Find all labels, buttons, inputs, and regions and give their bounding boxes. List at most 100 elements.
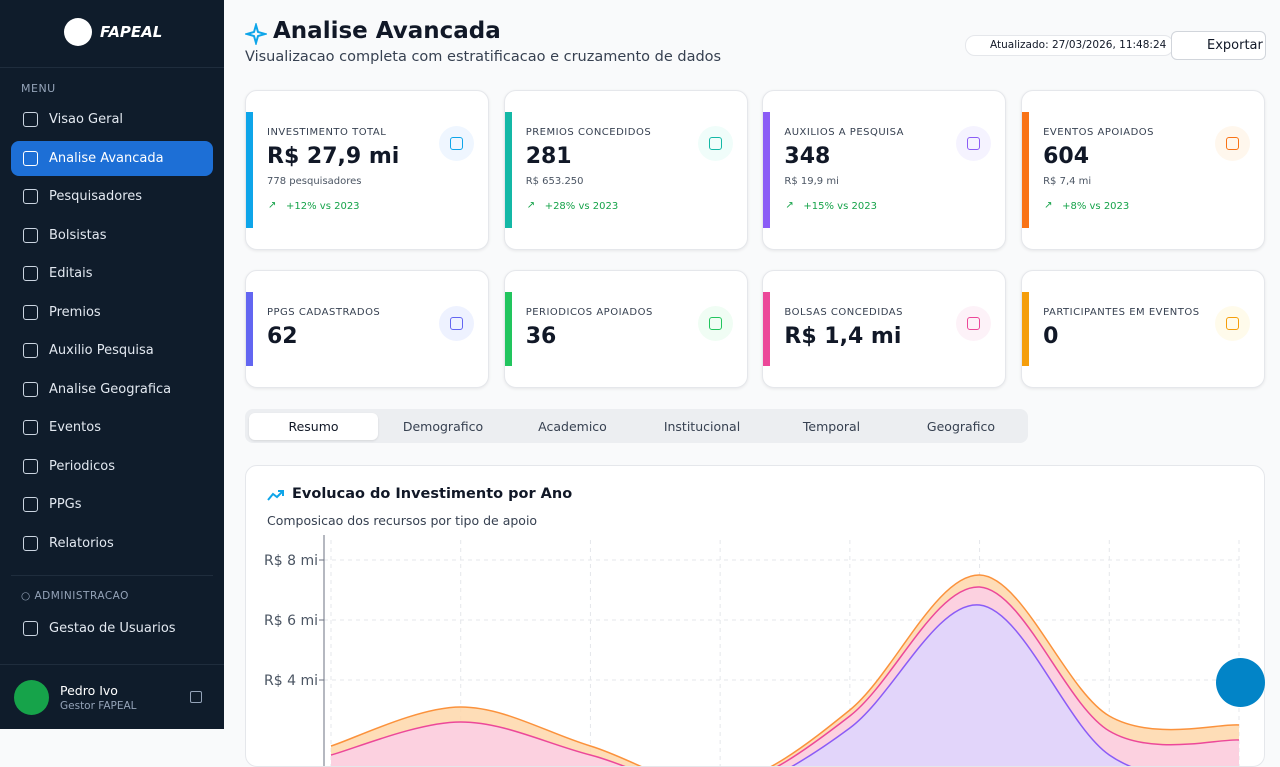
card-value: R$ 1,4 mi: [784, 324, 902, 349]
logo: FAPEAL: [64, 18, 162, 46]
card-trend: +8% vs 2023: [1062, 201, 1130, 212]
trend-arrow: ↗: [785, 200, 794, 211]
panel-subtitle: Composicao dos recursos por tipo de apoi…: [267, 513, 538, 528]
accent-bar: [504, 292, 512, 366]
nav-item[interactable]: Analise Avancada: [11, 140, 213, 176]
card-label: PERIODICOS APOIADOS: [525, 307, 653, 318]
trend-icon: [267, 490, 284, 501]
nav-label: Bolsistas: [49, 227, 107, 243]
card-value: 604: [1043, 144, 1090, 169]
nav-item[interactable]: Pesquisadores: [11, 179, 213, 214]
card-sub: R$ 19,9 mi: [784, 176, 839, 187]
trend-arrow: ↗: [268, 200, 277, 211]
brand: FAPEAL: [100, 23, 162, 41]
card-sub: 778 pesquisadores: [267, 176, 362, 187]
nav-label: Premios: [49, 304, 101, 320]
card-label: PPGS CADASTRADOS: [267, 307, 381, 318]
chat-button[interactable]: [1216, 658, 1265, 707]
user-role: Gestor FAPEAL: [60, 700, 137, 712]
card-sub: R$ 7,4 mi: [1043, 176, 1092, 187]
card-label: PARTICIPANTES EM EVENTOS: [1043, 307, 1200, 318]
chart: R$ 4 mi R$ 6 mi R$ 8 mi: [264, 535, 1240, 766]
card-icon: [697, 306, 733, 341]
nav-item[interactable]: Bolsistas: [11, 218, 213, 253]
card-label: BOLSAS CONCEDIDAS: [784, 307, 903, 318]
area: [792, 604, 1130, 766]
nav-item[interactable]: PPGs: [11, 487, 213, 522]
nav-item[interactable]: Auxilio Pesquisa: [11, 333, 213, 368]
card-value: 62: [267, 324, 298, 349]
card-trend: +28% vs 2023: [544, 201, 619, 212]
card-label: AUXILIOS A PESQUISA: [784, 127, 904, 138]
accent-bar: [763, 292, 771, 366]
menu-label: MENU: [21, 82, 56, 95]
card-sub: R$ 653.250: [525, 176, 584, 187]
admin-label: ○ ADMINISTRACAO: [21, 590, 129, 602]
nav-label: Analise Avancada: [49, 150, 164, 166]
nav-item[interactable]: Premios: [11, 295, 213, 330]
tab[interactable]: Institucional: [663, 419, 741, 434]
nav-item[interactable]: Analise Geografica: [11, 372, 213, 407]
stat-card: PARTICIPANTES EM EVENTOS 0: [1021, 270, 1266, 388]
card-icon: [956, 126, 992, 161]
nav-label: Auxilio Pesquisa: [49, 343, 154, 358]
area: [331, 586, 1239, 766]
card-icon: [1215, 126, 1251, 161]
card-label: INVESTIMENTO TOTAL: [267, 127, 387, 138]
y-tick-label: R$ 8 mi: [264, 553, 318, 569]
tab[interactable]: Academico: [538, 419, 607, 434]
card-icon: [956, 306, 992, 341]
card-value: 281: [525, 144, 572, 169]
nav-label: Eventos: [49, 420, 101, 435]
page-title: Analise Avancada: [273, 18, 501, 44]
y-tick-label: R$ 4 mi: [264, 673, 318, 689]
card-trend: +15% vs 2023: [803, 201, 877, 212]
accent-bar: [1022, 112, 1030, 228]
logout[interactable]: [190, 691, 202, 703]
card-icon: [439, 306, 474, 341]
nav-item[interactable]: Editais: [11, 256, 213, 291]
stat-card: AUXILIOS A PESQUISA 348 R$ 19,9 mi +15% vs …: [762, 90, 1007, 250]
stat-card: PERIODICOS APOIADOS 36: [503, 270, 748, 388]
nav-label: Analise Geografica: [49, 381, 172, 397]
updated-pill: Atualizado: 27/03/2026, 11:48:24: [965, 35, 1175, 56]
tab[interactable]: Demografico: [402, 419, 484, 434]
accent-bar: [246, 112, 253, 228]
nav-label: Relatorios: [49, 535, 114, 551]
card-value: 0: [1043, 324, 1059, 349]
stat-card: BOLSAS CONCEDIDAS R$ 1,4 mi: [762, 270, 1007, 388]
card-icon: [439, 126, 474, 161]
card-value: 36: [525, 324, 557, 349]
stat-card: PPGS CADASTRADOS 62: [245, 270, 489, 388]
panel-title: Evolucao do Investimento por Ano: [292, 486, 573, 502]
user-panel: Pedro Ivo Gestor FAPEAL: [0, 664, 224, 729]
nav-item[interactable]: Periodicos: [11, 449, 213, 484]
card-icon: [1215, 306, 1251, 341]
trend-arrow: ↗: [1044, 200, 1053, 211]
tab[interactable]: Geografico: [926, 419, 996, 434]
card-trend: +12% vs 2023: [286, 201, 360, 212]
nav-item[interactable]: Gestao de Usuarios: [11, 611, 213, 646]
nav-label: PPGs: [49, 497, 82, 512]
nav-label: Pesquisadores: [49, 189, 143, 204]
card-value: 348: [784, 144, 831, 169]
user-name: Pedro Ivo: [60, 683, 118, 698]
y-tick-label: R$ 6 mi: [264, 613, 318, 629]
accent-bar: [246, 292, 253, 366]
nav-label: Visao Geral: [49, 112, 124, 127]
nav-item[interactable]: Visao Geral: [11, 102, 213, 137]
card-label: EVENTOS APOIADOS: [1043, 127, 1155, 138]
accent-bar: [504, 112, 512, 228]
nav-label: Editais: [49, 266, 93, 281]
sidebar: FAPEAL MENU ○ ADMINISTRACAO Pedro Ivo Ge…: [0, 0, 224, 729]
export-button[interactable]: Exportar: [1171, 31, 1266, 60]
title-icon: [245, 23, 267, 45]
admin-label-text: ADMINISTRACAO: [34, 590, 129, 602]
page-subtitle: Visualizacao completa com estratificacao…: [245, 49, 722, 65]
tab[interactable]: Temporal: [802, 419, 861, 434]
accent-bar: [1022, 292, 1030, 366]
tab[interactable]: Resumo: [249, 413, 378, 440]
nav-item[interactable]: Eventos: [11, 410, 213, 445]
nav-item[interactable]: Relatorios: [11, 526, 213, 561]
